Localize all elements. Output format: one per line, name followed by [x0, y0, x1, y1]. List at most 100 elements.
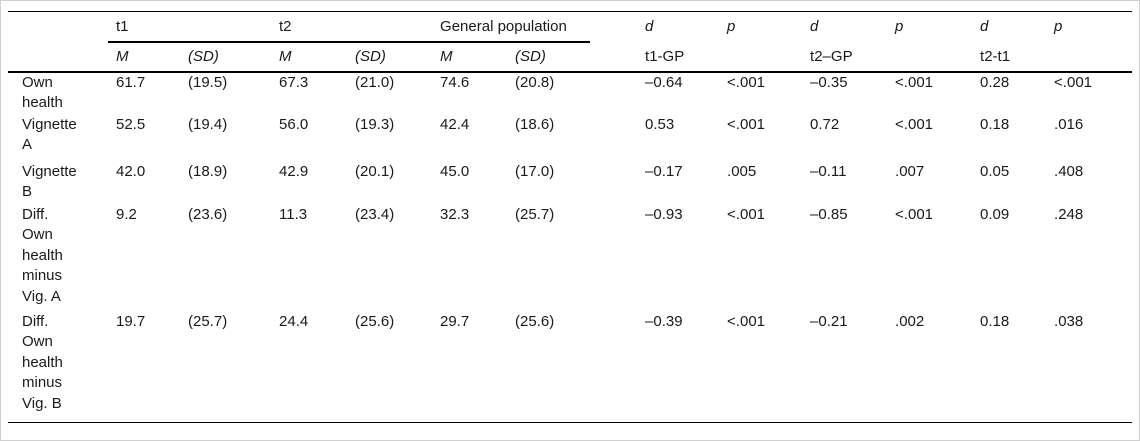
cell-t2-mean: 24.4	[279, 312, 309, 330]
contrast-label-t2-gp: t2–GP	[810, 41, 896, 73]
spacer-cell	[590, 41, 646, 73]
cell-d-t2-gp: 0.72	[810, 115, 840, 133]
cell-t1-sd: (18.9)	[188, 162, 228, 180]
cell-t1-mean: 52.5	[116, 115, 146, 133]
cell-gp-mean: 29.7	[440, 312, 470, 330]
cell-t2-sd: (20.1)	[355, 162, 395, 180]
cell-gp-sd: (20.8)	[515, 73, 555, 91]
cell-t2-mean: 56.0	[279, 115, 309, 133]
cell-p-t2-gp: <.001	[895, 115, 934, 133]
cell-gp-mean: 74.6	[440, 73, 470, 91]
empty-cell	[727, 41, 811, 73]
mean-header-t2: M	[279, 41, 356, 73]
cell-t1-mean: 19.7	[116, 312, 146, 330]
cell-d-t1-gp: 0.53	[645, 115, 675, 133]
cell-d-t2-gp: –0.35	[810, 73, 848, 91]
cell-t2-sd: (25.6)	[355, 312, 395, 330]
stat-header-row: M (SD) M (SD) M (SD) t1-GP t2–GP t2-t1	[8, 41, 1133, 73]
d-header-t1-gp: d	[645, 18, 654, 36]
cell-gp-sd: (25.7)	[515, 205, 555, 223]
spacer-cell	[590, 312, 645, 423]
cell-gp-mean: 32.3	[440, 205, 470, 223]
cell-gp-mean: 42.4	[440, 115, 470, 133]
row-label-text: Diff. Own health minus Vig. A	[22, 205, 63, 305]
empty-cell	[1054, 41, 1133, 73]
row-label: Diff. Own health minus Vig. A	[8, 205, 108, 312]
cell-d-t1-gp: –0.17	[645, 162, 683, 180]
row-label: Diff. Own health minus Vig. B	[8, 312, 108, 423]
table-row-diff-own-health-vig-a: Diff. Own health minus Vig. A 9.2 (23.6)…	[8, 205, 1132, 312]
sd-header-t1: (SD)	[188, 41, 280, 73]
spacer-cell	[590, 205, 645, 312]
empty-cell	[895, 41, 981, 73]
cell-p-t2-t1: .408	[1054, 162, 1084, 180]
corner-cell	[8, 12, 108, 42]
cell-t1-mean: 42.0	[116, 162, 146, 180]
cell-t1-sd: (23.6)	[188, 205, 228, 223]
row-label-text: Diff. Own health minus Vig. B	[22, 312, 63, 412]
cell-p-t2-t1: .248	[1054, 205, 1084, 223]
row-label-text: Own health	[22, 73, 63, 112]
spacer-cell	[590, 12, 645, 42]
cell-t2-sd: (21.0)	[355, 73, 395, 91]
cell-t1-mean: 61.7	[116, 73, 146, 91]
corner-cell	[8, 41, 108, 73]
cell-t2-mean: 67.3	[279, 73, 309, 91]
cell-gp-mean: 45.0	[440, 162, 470, 180]
cell-t2-sd: (19.3)	[355, 115, 395, 133]
col-group-general-population: General population	[440, 11, 591, 43]
cell-p-t1-gp: <.001	[727, 73, 766, 91]
p-header-t2-t1: p	[1054, 18, 1063, 36]
cell-d-t1-gp: –0.93	[645, 205, 683, 223]
p-header-t2-gp: p	[895, 18, 904, 36]
cell-d-t2-t1: 0.05	[980, 162, 1010, 180]
cell-d-t2-gp: –0.85	[810, 205, 848, 223]
cell-d-t1-gp: –0.64	[645, 73, 683, 91]
cell-t1-mean: 9.2	[116, 205, 137, 223]
cell-gp-sd: (17.0)	[515, 162, 555, 180]
row-label-text: Vignette A	[22, 115, 77, 154]
cell-p-t2-t1: .038	[1054, 312, 1084, 330]
spacer-cell	[590, 115, 645, 162]
cell-p-t2-gp: <.001	[895, 205, 934, 223]
table-row-diff-own-health-vig-b: Diff. Own health minus Vig. B 19.7 (25.7…	[8, 312, 1132, 423]
cell-p-t2-t1: .016	[1054, 115, 1084, 133]
table-row-own-health: Own health 61.7 (19.5) 67.3 (21.0) 74.6 …	[8, 72, 1132, 115]
spacer-cell	[590, 72, 645, 115]
cell-t1-sd: (19.4)	[188, 115, 228, 133]
cell-d-t2-t1: 0.09	[980, 205, 1010, 223]
sd-header-t2: (SD)	[355, 41, 441, 73]
table-row-vignette-b: Vignette B 42.0 (18.9) 42.9 (20.1) 45.0 …	[8, 162, 1132, 205]
cell-d-t2-t1: 0.18	[980, 312, 1010, 330]
d-header-t2-t1: d	[980, 18, 989, 36]
cell-p-t1-gp: <.001	[727, 115, 766, 133]
cell-p-t2-gp: <.001	[895, 73, 934, 91]
sd-header-gp: (SD)	[515, 41, 591, 73]
cell-d-t2-t1: 0.18	[980, 115, 1010, 133]
d-header-t2-gp: d	[810, 18, 819, 36]
cell-d-t1-gp: –0.39	[645, 312, 683, 330]
cell-p-t1-gp: <.001	[727, 205, 766, 223]
stats-table: t1 t2 General population d p d p d p M (…	[8, 11, 1133, 423]
col-group-t1: t1	[108, 11, 280, 43]
contrast-label-t2-t1: t2-t1	[980, 41, 1055, 73]
cell-d-t2-gp: –0.21	[810, 312, 848, 330]
cell-gp-sd: (25.6)	[515, 312, 555, 330]
row-label: Vignette B	[8, 162, 108, 205]
cell-p-t2-gp: .002	[895, 312, 925, 330]
mean-header-t1: M	[108, 41, 188, 73]
group-header-row: t1 t2 General population d p d p d p	[8, 11, 1132, 43]
cell-p-t1-gp: .005	[727, 162, 757, 180]
row-label: Own health	[8, 72, 108, 115]
cell-p-t2-t1: <.001	[1054, 73, 1093, 91]
row-label: Vignette A	[8, 115, 108, 162]
mean-header-gp: M	[440, 41, 516, 73]
spacer-cell	[590, 162, 645, 205]
cell-d-t2-t1: 0.28	[980, 73, 1010, 91]
cell-t2-mean: 11.3	[279, 205, 308, 223]
cell-t1-sd: (25.7)	[188, 312, 228, 330]
cell-d-t2-gp: –0.11	[810, 162, 847, 180]
table-row-vignette-a: Vignette A 52.5 (19.4) 56.0 (19.3) 42.4 …	[8, 115, 1132, 162]
contrast-label-t1-gp: t1-GP	[645, 41, 728, 73]
